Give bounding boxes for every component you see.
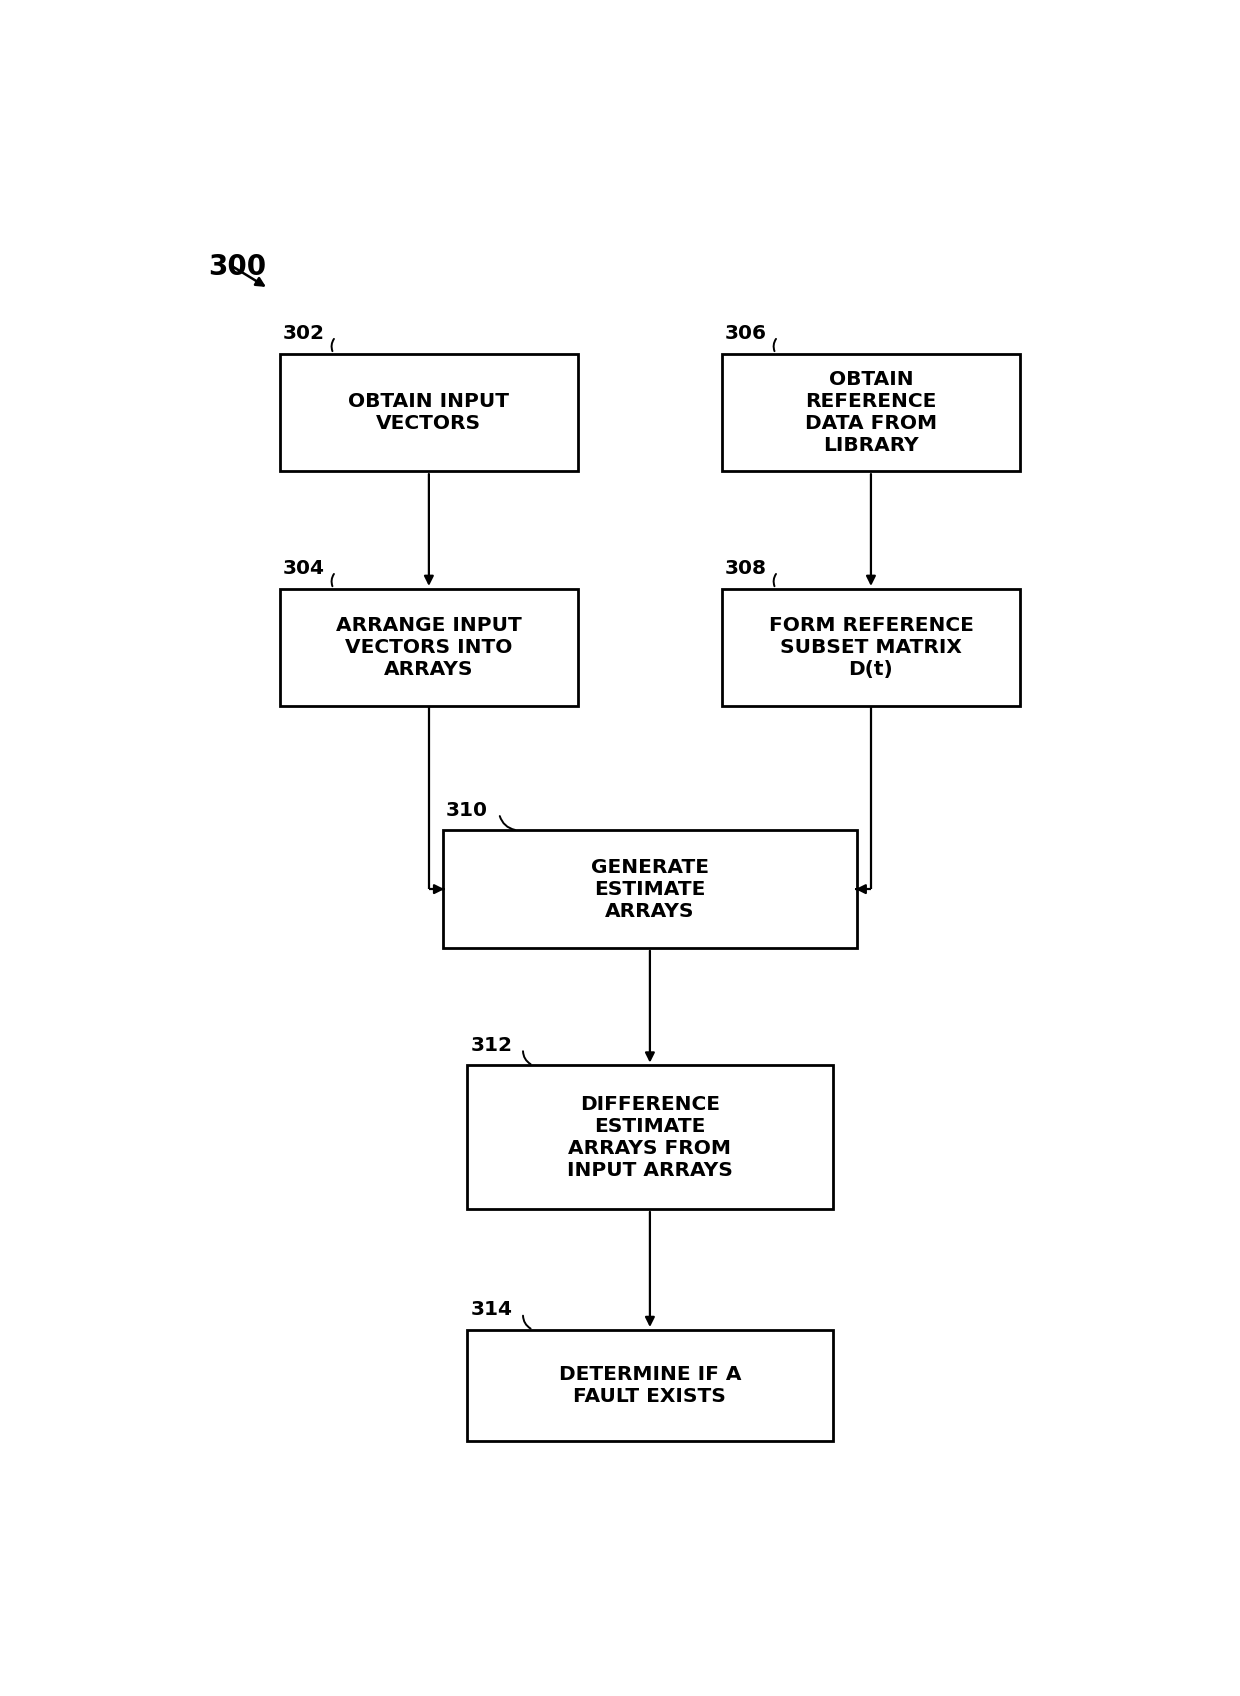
Text: DETERMINE IF A
FAULT EXISTS: DETERMINE IF A FAULT EXISTS: [559, 1365, 742, 1406]
Text: 302: 302: [283, 324, 325, 343]
Text: OBTAIN
REFERENCE
DATA FROM
LIBRARY: OBTAIN REFERENCE DATA FROM LIBRARY: [805, 370, 937, 455]
Text: DIFFERENCE
ESTIMATE
ARRAYS FROM
INPUT ARRAYS: DIFFERENCE ESTIMATE ARRAYS FROM INPUT AR…: [567, 1094, 733, 1180]
Text: OBTAIN INPUT
VECTORS: OBTAIN INPUT VECTORS: [348, 392, 510, 432]
Text: 312: 312: [470, 1036, 512, 1055]
Text: 306: 306: [725, 324, 766, 343]
Text: 304: 304: [283, 560, 325, 578]
Text: FORM REFERENCE
SUBSET MATRIX
D(t): FORM REFERENCE SUBSET MATRIX D(t): [769, 616, 973, 678]
Text: ARRANGE INPUT
VECTORS INTO
ARRAYS: ARRANGE INPUT VECTORS INTO ARRAYS: [336, 616, 522, 678]
Text: 310: 310: [446, 801, 489, 819]
Bar: [722, 589, 1019, 706]
Bar: [280, 589, 578, 706]
Bar: [467, 1065, 832, 1209]
Text: 314: 314: [470, 1301, 512, 1319]
Bar: [444, 831, 857, 948]
Bar: [467, 1330, 832, 1442]
Bar: [280, 354, 578, 471]
Text: 300: 300: [208, 253, 267, 282]
Text: GENERATE
ESTIMATE
ARRAYS: GENERATE ESTIMATE ARRAYS: [591, 858, 709, 921]
Text: 308: 308: [725, 560, 766, 578]
Bar: [722, 354, 1019, 471]
